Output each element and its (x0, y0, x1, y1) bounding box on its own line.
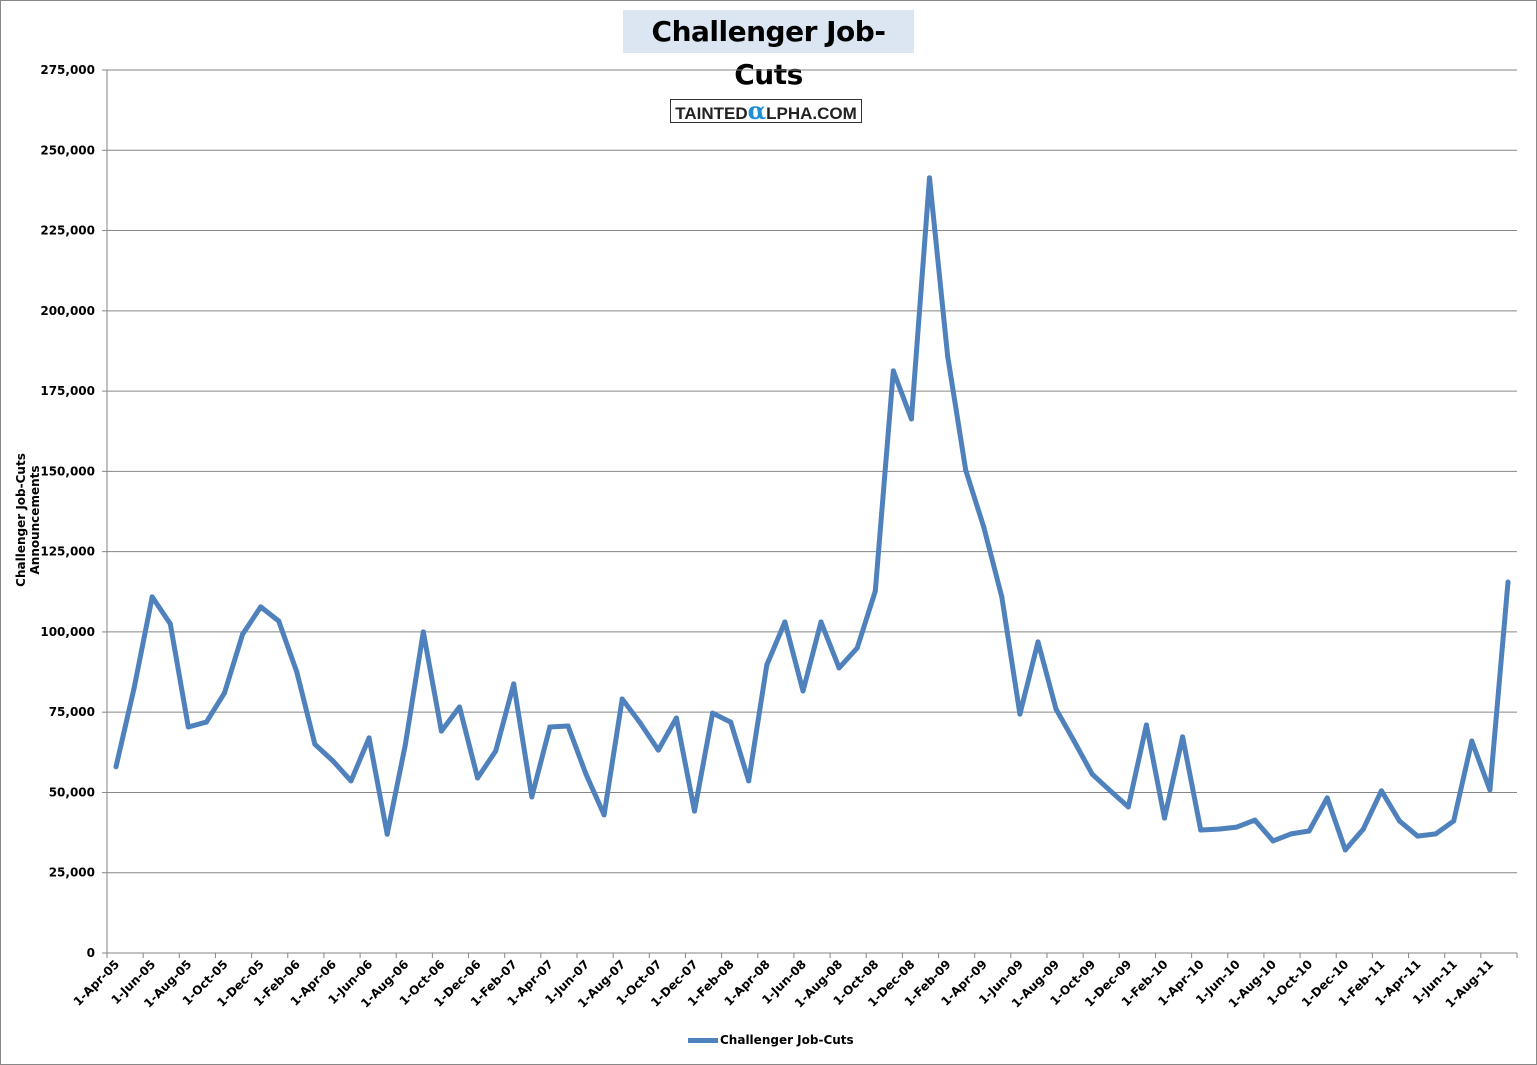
data-point (655, 747, 661, 753)
y-tick-label: 175,000 (40, 384, 95, 398)
data-point (1107, 788, 1113, 794)
data-point (276, 618, 282, 624)
series-line-challenger-job-cuts (113, 175, 1511, 853)
data-point (312, 741, 318, 747)
data-point (728, 719, 734, 725)
data-point (1234, 824, 1240, 830)
data-point (258, 604, 264, 610)
data-point (565, 723, 571, 729)
data-point (1324, 795, 1330, 801)
data-point (1125, 804, 1131, 810)
data-point (1306, 828, 1312, 834)
data-point (836, 665, 842, 671)
data-point (113, 764, 119, 770)
data-point (1360, 826, 1366, 832)
y-tick-label: 75,000 (49, 705, 95, 719)
data-point (800, 688, 806, 694)
y-tick-label: 50,000 (49, 785, 95, 799)
data-point (294, 669, 300, 675)
data-point (475, 775, 481, 781)
data-point (547, 724, 553, 730)
data-point (637, 720, 643, 726)
legend-line-swatch (688, 1037, 718, 1043)
data-point (438, 728, 444, 734)
data-point (529, 794, 535, 800)
data-point (854, 645, 860, 651)
data-point (764, 662, 770, 668)
chart-title: Challenger Job-Cuts (623, 10, 914, 91)
data-point (945, 353, 951, 359)
data-point (511, 681, 517, 687)
data-point (746, 778, 752, 784)
data-point (601, 812, 607, 818)
data-point (457, 704, 462, 710)
data-point (185, 724, 191, 730)
data-point (1252, 817, 1258, 823)
data-point (222, 690, 227, 696)
data-point (493, 748, 499, 754)
data-point (1433, 831, 1439, 837)
data-point (927, 175, 932, 181)
data-point (366, 735, 372, 741)
data-point (1143, 722, 1149, 728)
data-point (1071, 738, 1077, 744)
y-tick-label: 25,000 (49, 866, 95, 880)
data-point (872, 588, 878, 594)
data-point (1035, 639, 1041, 645)
data-point (963, 467, 969, 473)
data-point (890, 368, 896, 374)
watermark-logo: TAINTEDαLPHA.COM (670, 99, 862, 123)
data-point (420, 629, 426, 635)
data-point (384, 831, 390, 837)
data-point (1180, 734, 1186, 740)
data-point (1288, 831, 1294, 837)
data-point (1342, 847, 1348, 853)
data-point (673, 715, 679, 721)
data-point (240, 631, 246, 637)
y-tick-label: 200,000 (40, 304, 95, 318)
data-point (203, 719, 209, 725)
y-tick-label: 125,000 (40, 545, 95, 559)
data-point (1017, 711, 1023, 717)
data-point (402, 742, 408, 748)
y-tick-label: 250,000 (40, 143, 95, 157)
y-tick-label: 225,000 (40, 224, 95, 238)
y-tick-label: 275,000 (40, 63, 95, 77)
data-point (999, 594, 1005, 600)
data-point (1415, 833, 1421, 839)
data-point (1216, 826, 1222, 832)
data-point (583, 771, 589, 777)
data-point (348, 778, 354, 784)
data-point (1053, 706, 1059, 712)
data-point (619, 696, 625, 702)
y-tick-label: 150,000 (40, 464, 95, 478)
data-point (1451, 818, 1457, 824)
data-point (1378, 788, 1384, 794)
data-point (1198, 827, 1204, 833)
y-tick-label: 0 (87, 946, 95, 960)
data-point (908, 416, 914, 422)
data-point (1469, 738, 1475, 744)
data-point (1089, 771, 1095, 777)
data-point (1162, 815, 1167, 821)
data-point (692, 808, 697, 814)
data-point (981, 524, 987, 530)
data-point (818, 619, 824, 625)
data-point (782, 619, 788, 625)
data-point (330, 758, 336, 764)
data-point (1487, 787, 1493, 793)
data-point (1397, 818, 1402, 824)
data-point (131, 685, 137, 691)
data-point (710, 710, 716, 716)
y-tick-label: 100,000 (40, 625, 95, 639)
legend-label: Challenger Job-Cuts (720, 1033, 854, 1047)
data-point (1270, 838, 1276, 844)
data-point (1505, 579, 1511, 585)
legend: Challenger Job-Cuts (688, 1033, 854, 1047)
data-point (149, 594, 155, 600)
data-point (167, 621, 173, 627)
